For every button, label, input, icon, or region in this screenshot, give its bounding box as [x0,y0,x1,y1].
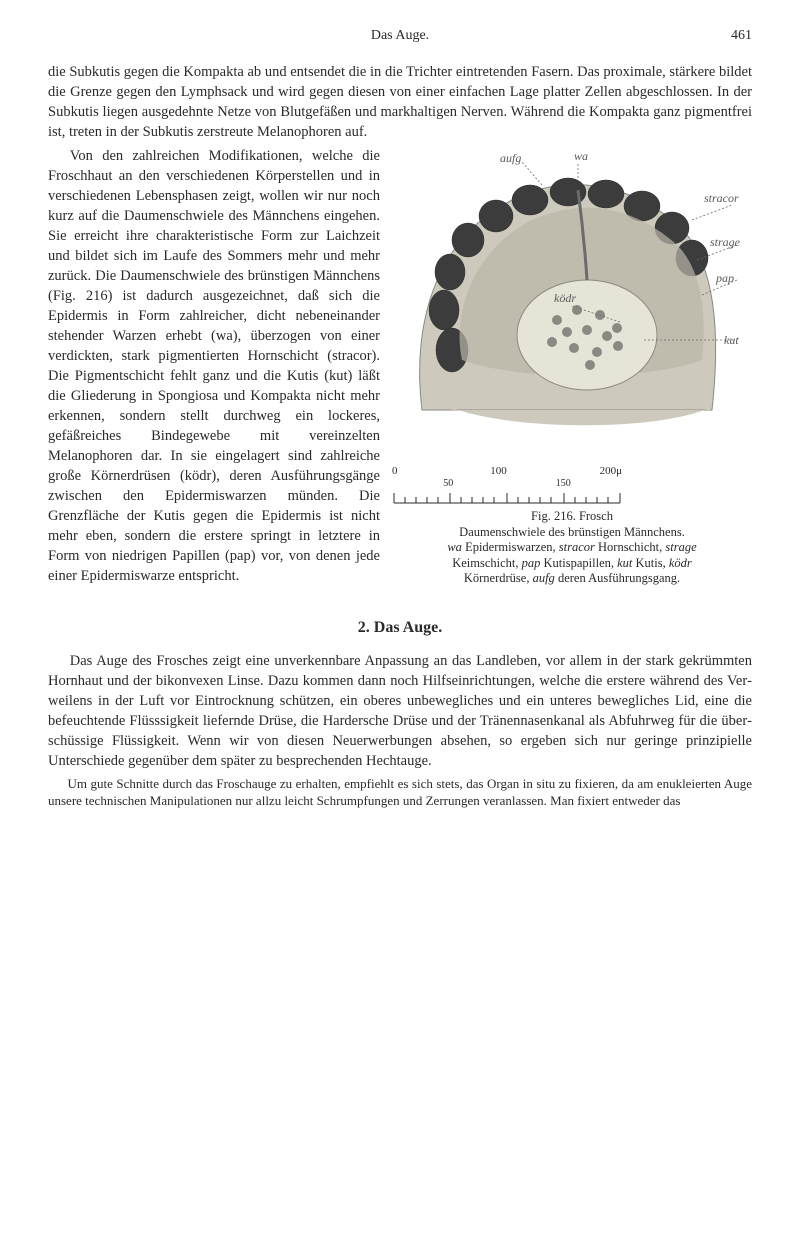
cap-pap: pap [522,556,541,570]
scale-ticks-icon [392,491,622,505]
figure-scale: 0 100 200μ 50 150 [392,464,622,505]
cap-wa: wa [447,540,462,554]
cap-t7: deren Ausführungsgang. [555,571,680,585]
p4-text: Um gute Schnitte durch das Froschauge zu… [48,776,752,808]
fig-label-stracor: stracor [704,191,739,205]
figure-216: wa aufg stracor strage pap kut ködr 0 10… [392,150,752,587]
caption-line1: Daumenschwiele des brünstigen Männchens. [392,525,752,541]
scale-150: 150 [556,477,571,491]
paragraph-3: Das Auge des Frosches zeigt eine unverke… [48,651,752,771]
p3-text: Das Auge des Frosches zeigt eine unverke… [48,653,752,769]
cap-t5: Kutis, [632,556,668,570]
fig-label-kodr: ködr [554,291,576,305]
scale-50: 50 [443,477,453,491]
cap-kut: kut [617,556,632,570]
p2-text: Von den zahlreichen Modi­fikationen, wel… [48,148,380,584]
fig-label-wa: wa [574,150,588,163]
header-spacer [48,28,88,44]
cap-t1: Epidermiswarzen, [462,540,559,554]
cap-aufg: aufg [533,571,555,585]
cap-t2: Hornschicht, [595,540,665,554]
cap-t3: Keimschicht, [452,556,521,570]
cap-t4: Kutispapillen, [540,556,617,570]
fig-label-kut: kut [724,333,739,347]
cap-stracor: stracor [559,540,595,554]
scale-unit: μ [616,465,622,477]
fig-label-aufg: aufg [500,151,521,165]
p1-text: die Subkutis gegen die Kompakta ab und e… [48,64,752,140]
running-title: Das Auge. [88,28,712,44]
section-heading: 2. Das Auge. [48,617,752,639]
section-title: Das Auge. [374,619,442,636]
paragraph-4: Um gute Schnitte durch das Froschauge zu… [48,775,752,809]
page-number: 461 [712,28,752,44]
fig-label-pap: pap [715,271,734,285]
cap-kodr: ködr [669,556,692,570]
caption-title: Fig. 216. Frosch [392,509,752,525]
cap-strage: strage [665,540,696,554]
cap-t6: Körnerdrüse, [464,571,533,585]
section-number: 2. [358,619,370,636]
fig-label-strage: strage [710,235,741,249]
scale-200: 200 [600,465,617,477]
figure-illustration: wa aufg stracor strage pap kut ködr [392,150,752,460]
paragraph-1: die Subkutis gegen die Kompakta ab und e… [48,62,752,142]
figure-caption: Fig. 216. Frosch Daumenschwiele des brün… [392,509,752,587]
